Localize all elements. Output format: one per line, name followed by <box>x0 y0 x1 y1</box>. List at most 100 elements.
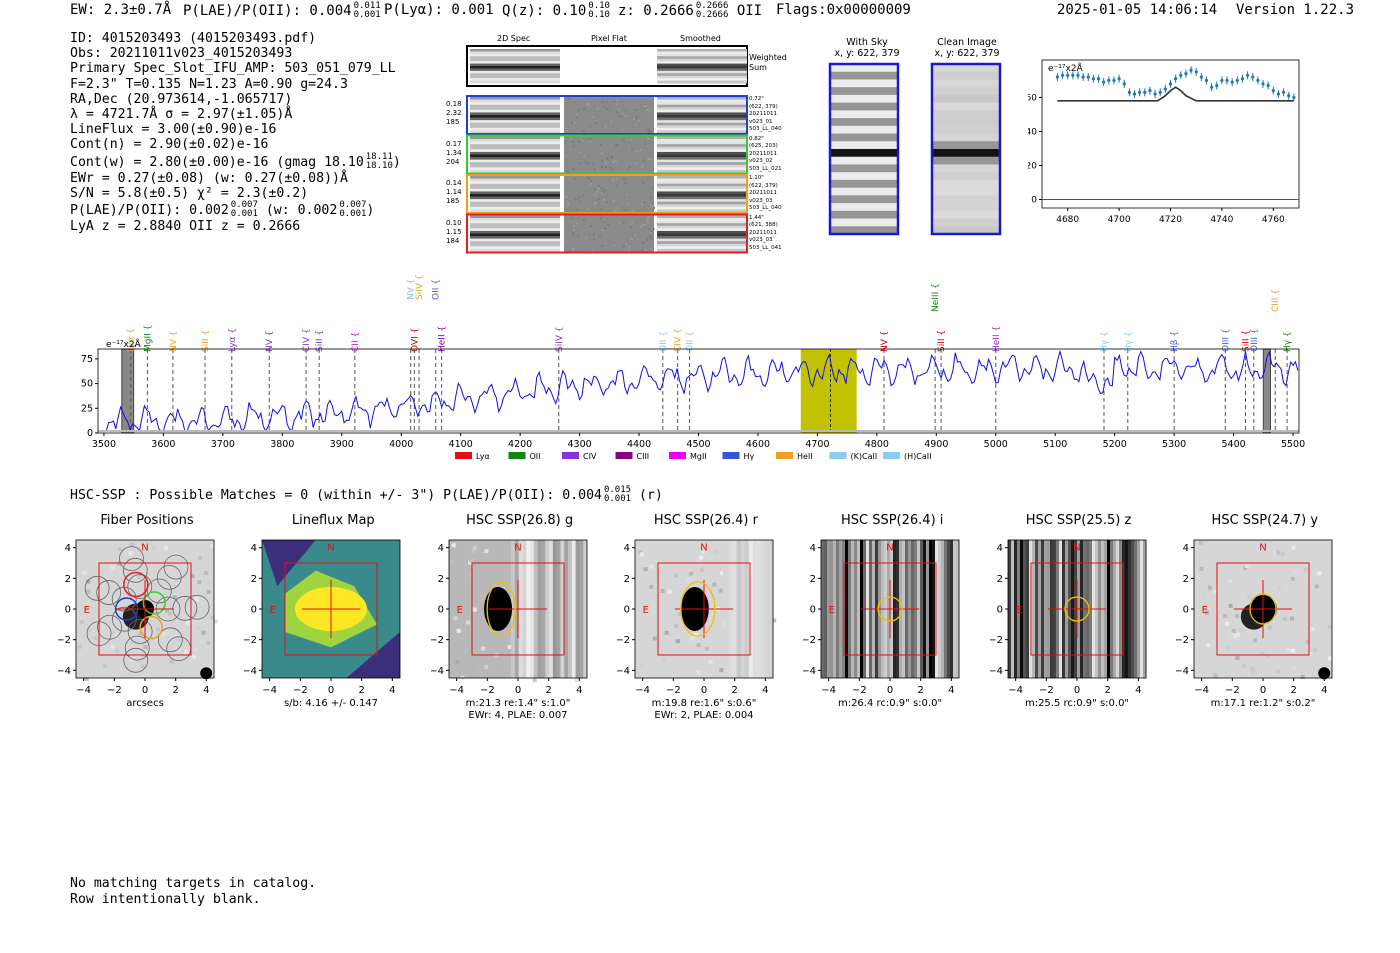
hsc-noise-pixel <box>532 677 537 682</box>
hsc-noise-pixel <box>450 559 455 564</box>
hsc-stripe <box>827 540 831 678</box>
spec2d-row-0-right-label: 0.72" (622, 379) 20211011 v023_01 503_LL_040 <box>749 96 782 134</box>
hsc-panel-caption: m:21.3 re:1.4" s:1.0" <box>465 698 570 709</box>
hsc-ytick-label: −4 <box>803 666 816 677</box>
spec2d-row-left-value: 2.32 <box>446 109 462 117</box>
fiber-circle <box>127 574 153 600</box>
hsc-noise-pixel <box>1273 550 1278 555</box>
hsc-stripe <box>1031 540 1035 678</box>
hsc-noise-pixel <box>1291 545 1296 550</box>
spectrum-legend-label: CIII <box>637 452 650 461</box>
linefit-data-point <box>1127 90 1131 94</box>
hsc-noise-pixel <box>720 571 725 576</box>
hsc-stripe <box>1010 540 1014 678</box>
linefit-data-point <box>1230 80 1234 84</box>
spec2d-row-1-spec <box>470 136 560 173</box>
linefit-ytick-label: 60 <box>1028 93 1037 103</box>
spectrum-xtick-label: 4600 <box>746 439 770 450</box>
hsc-ytick-label: 2 <box>1182 574 1188 585</box>
spec2d-row-3-smooth <box>657 215 747 252</box>
spectrum-line-label: Hγ { <box>1100 331 1110 352</box>
spec2d-row-right-value: v023_03 <box>749 237 773 243</box>
linefit-data-point <box>1240 77 1245 81</box>
spec2d-row-right-value: 0.72" <box>749 96 764 102</box>
spectrum-line-label: SiII { <box>315 330 325 352</box>
hsc-noise-pixel <box>772 618 777 623</box>
hsc-noise-pixel <box>469 672 474 677</box>
spec2d-row-3-spec <box>470 215 560 252</box>
hsc-xtick-label: −2 <box>293 685 308 696</box>
header-z: z: 0.2666 0.2666 0.2666 OII <box>618 1 763 20</box>
spec2d-col-header-0: 2D Spec <box>497 34 531 43</box>
hsc-noise-pixel <box>675 639 680 644</box>
spectrum-legend-label: (H)CaII <box>904 452 931 461</box>
hsc-ytick-label: −2 <box>58 635 71 646</box>
hsc-noise-pixel <box>468 558 473 563</box>
hsc-stripe <box>929 540 933 678</box>
hsc-stripe <box>768 540 774 678</box>
spec2d-row-right-value: (621, 388) <box>749 222 778 228</box>
hsc-stripe <box>575 540 580 678</box>
header-plae: P(LAE)/P(OII): 0.004 0.011 0.001 <box>183 1 381 20</box>
spectrum-legend-swatch <box>829 452 847 459</box>
spec2d-row-left-value: 0.10 <box>446 218 462 227</box>
hsc-panel-caption: EWr: 4, PLAE: 0.007 <box>468 710 567 721</box>
hsc-noise-pixel <box>674 624 679 629</box>
hsc-stripe <box>1106 540 1110 678</box>
hsc-noise-pixel <box>1222 613 1227 618</box>
hsc-xtick-label: −4 <box>821 685 836 696</box>
hsc-noise-pixel <box>1246 595 1251 600</box>
linefit-data-point <box>1194 70 1198 74</box>
hsc-noise-pixel <box>1235 655 1240 660</box>
hsc-noise-pixel <box>193 609 198 614</box>
hsc-ytick-label: 4 <box>624 543 630 554</box>
hsc-noise-pixel <box>483 665 488 670</box>
hsc-stripe <box>1112 540 1116 678</box>
hsc-ytick-label: 4 <box>1182 543 1188 554</box>
hsc-noise-pixel <box>712 582 717 587</box>
info-fit: F=2.3" T=0.135 N=1.23 A=0.90 g=24.3 <box>70 76 348 92</box>
hsc-noise-pixel <box>1204 610 1209 615</box>
info-lyaz: LyA z = 2.8840 OII z = 0.2666 <box>70 219 301 235</box>
hsc-stripe <box>752 540 758 678</box>
hsc-red-box <box>1030 562 1123 656</box>
hsc-stripe <box>1115 540 1119 678</box>
hsc-ytick-label: 0 <box>996 605 1002 616</box>
hsc-noise-pixel <box>1225 645 1230 650</box>
spec2d-col-header-1: Pixel Flat <box>591 34 627 43</box>
spec2d-row-right-value: 1.44" <box>749 214 764 221</box>
spec2d-row-1-right-label: 0.82" (625, 203) 20211011 v023_02 503_LL_021 <box>749 136 782 174</box>
header-z-line: OII <box>736 3 763 19</box>
hsc-xtick-label: 0 <box>142 685 148 696</box>
linefit-data-point <box>1168 82 1173 86</box>
hsc-noise-pixel <box>667 589 672 594</box>
hsc-noise-pixel <box>82 570 87 575</box>
hsc-xtick-label: 0 <box>887 685 893 696</box>
hsc-stripe <box>845 540 849 678</box>
hsc-noise-pixel <box>130 542 135 547</box>
hsc-xtick-label: −2 <box>480 685 495 696</box>
hsc-noise-pixel <box>1303 579 1308 584</box>
spectrum-legend-label: Hγ <box>744 452 755 461</box>
spectrum-line-label: NV { <box>880 331 890 352</box>
hsc-panel-4: HSC SSP(26.4) i N E 4 2 0 −2 −4 −4 −2 0 2 4 m:26.4 rc… <box>803 512 971 732</box>
hsc-ytick-label: −2 <box>617 635 630 646</box>
hsc-panel-image: N E 4 2 0 −2 −4 −4 −2 0 2 4 m:25.5 rc:0.9" s:0.0" <box>990 539 1146 709</box>
hsc-ytick-label: −2 <box>803 635 816 646</box>
hsc-ytick-label: 2 <box>65 574 71 585</box>
hsc-noise-pixel <box>207 579 212 584</box>
hsc-noise-pixel <box>1327 656 1332 661</box>
hsc-red-box <box>843 562 937 656</box>
hsc-stripe <box>740 540 746 678</box>
weighted-sum-spec <box>470 49 560 84</box>
linefit-data-point <box>1143 90 1147 94</box>
spec2d-row-right-value: 20211011 <box>749 229 777 236</box>
spec2d-row-right-value: 20211011 <box>749 150 777 157</box>
hsc-noise-pixel <box>1300 674 1305 679</box>
linefit-ytick-label: 40 <box>1028 127 1037 137</box>
hsc-ytick-label: 2 <box>996 574 1002 585</box>
spec2d-row-3-left-label: 0.10 1.15 184 <box>446 219 462 246</box>
hsc-noise-pixel <box>84 676 89 681</box>
hsc-xtick-label: 2 <box>1104 685 1110 696</box>
spec2d-row-right-value: (622, 379) <box>749 103 778 110</box>
